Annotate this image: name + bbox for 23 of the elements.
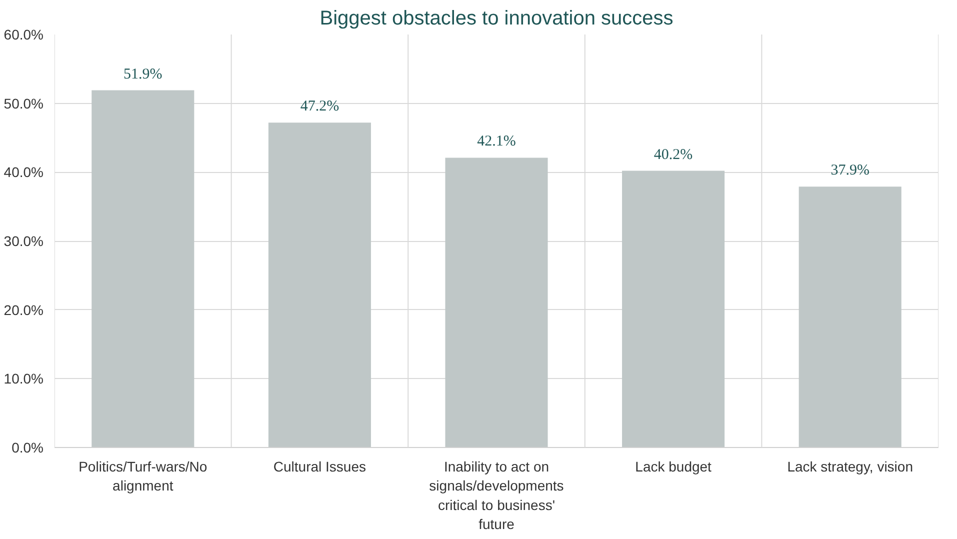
- data-label: 51.9%: [124, 66, 162, 82]
- y-tick-label: 40.0%: [4, 164, 44, 180]
- bar: [622, 170, 725, 448]
- y-tick-label: 20.0%: [4, 302, 44, 318]
- y-tick-label: 30.0%: [4, 233, 44, 249]
- bar: [798, 186, 902, 448]
- bar: [445, 158, 548, 448]
- x-tick-label: Inability to act on signals/developments critical to business' future: [429, 458, 564, 532]
- data-label: 40.2%: [654, 146, 693, 163]
- data-label: 42.1%: [477, 134, 516, 150]
- y-tick-label: 60.0%: [4, 26, 44, 42]
- y-tick-label: 50.0%: [4, 95, 44, 112]
- bar: [268, 122, 371, 448]
- y-tick-label: 0.0%: [12, 440, 44, 456]
- x-tick-label: Politics/Turf-wars/No alignment: [78, 458, 208, 494]
- y-tick-label: 10.0%: [4, 370, 44, 387]
- x-tick-label: Lack strategy, vision: [787, 458, 913, 474]
- bar: [92, 90, 194, 448]
- data-label: 37.9%: [830, 162, 870, 179]
- x-tick-label: Lack budget: [635, 458, 712, 474]
- x-tick-label: Cultural Issues: [273, 458, 366, 474]
- data-label: 47.2%: [300, 98, 340, 115]
- chart-title: Biggest obstacles to innovation success: [320, 8, 674, 30]
